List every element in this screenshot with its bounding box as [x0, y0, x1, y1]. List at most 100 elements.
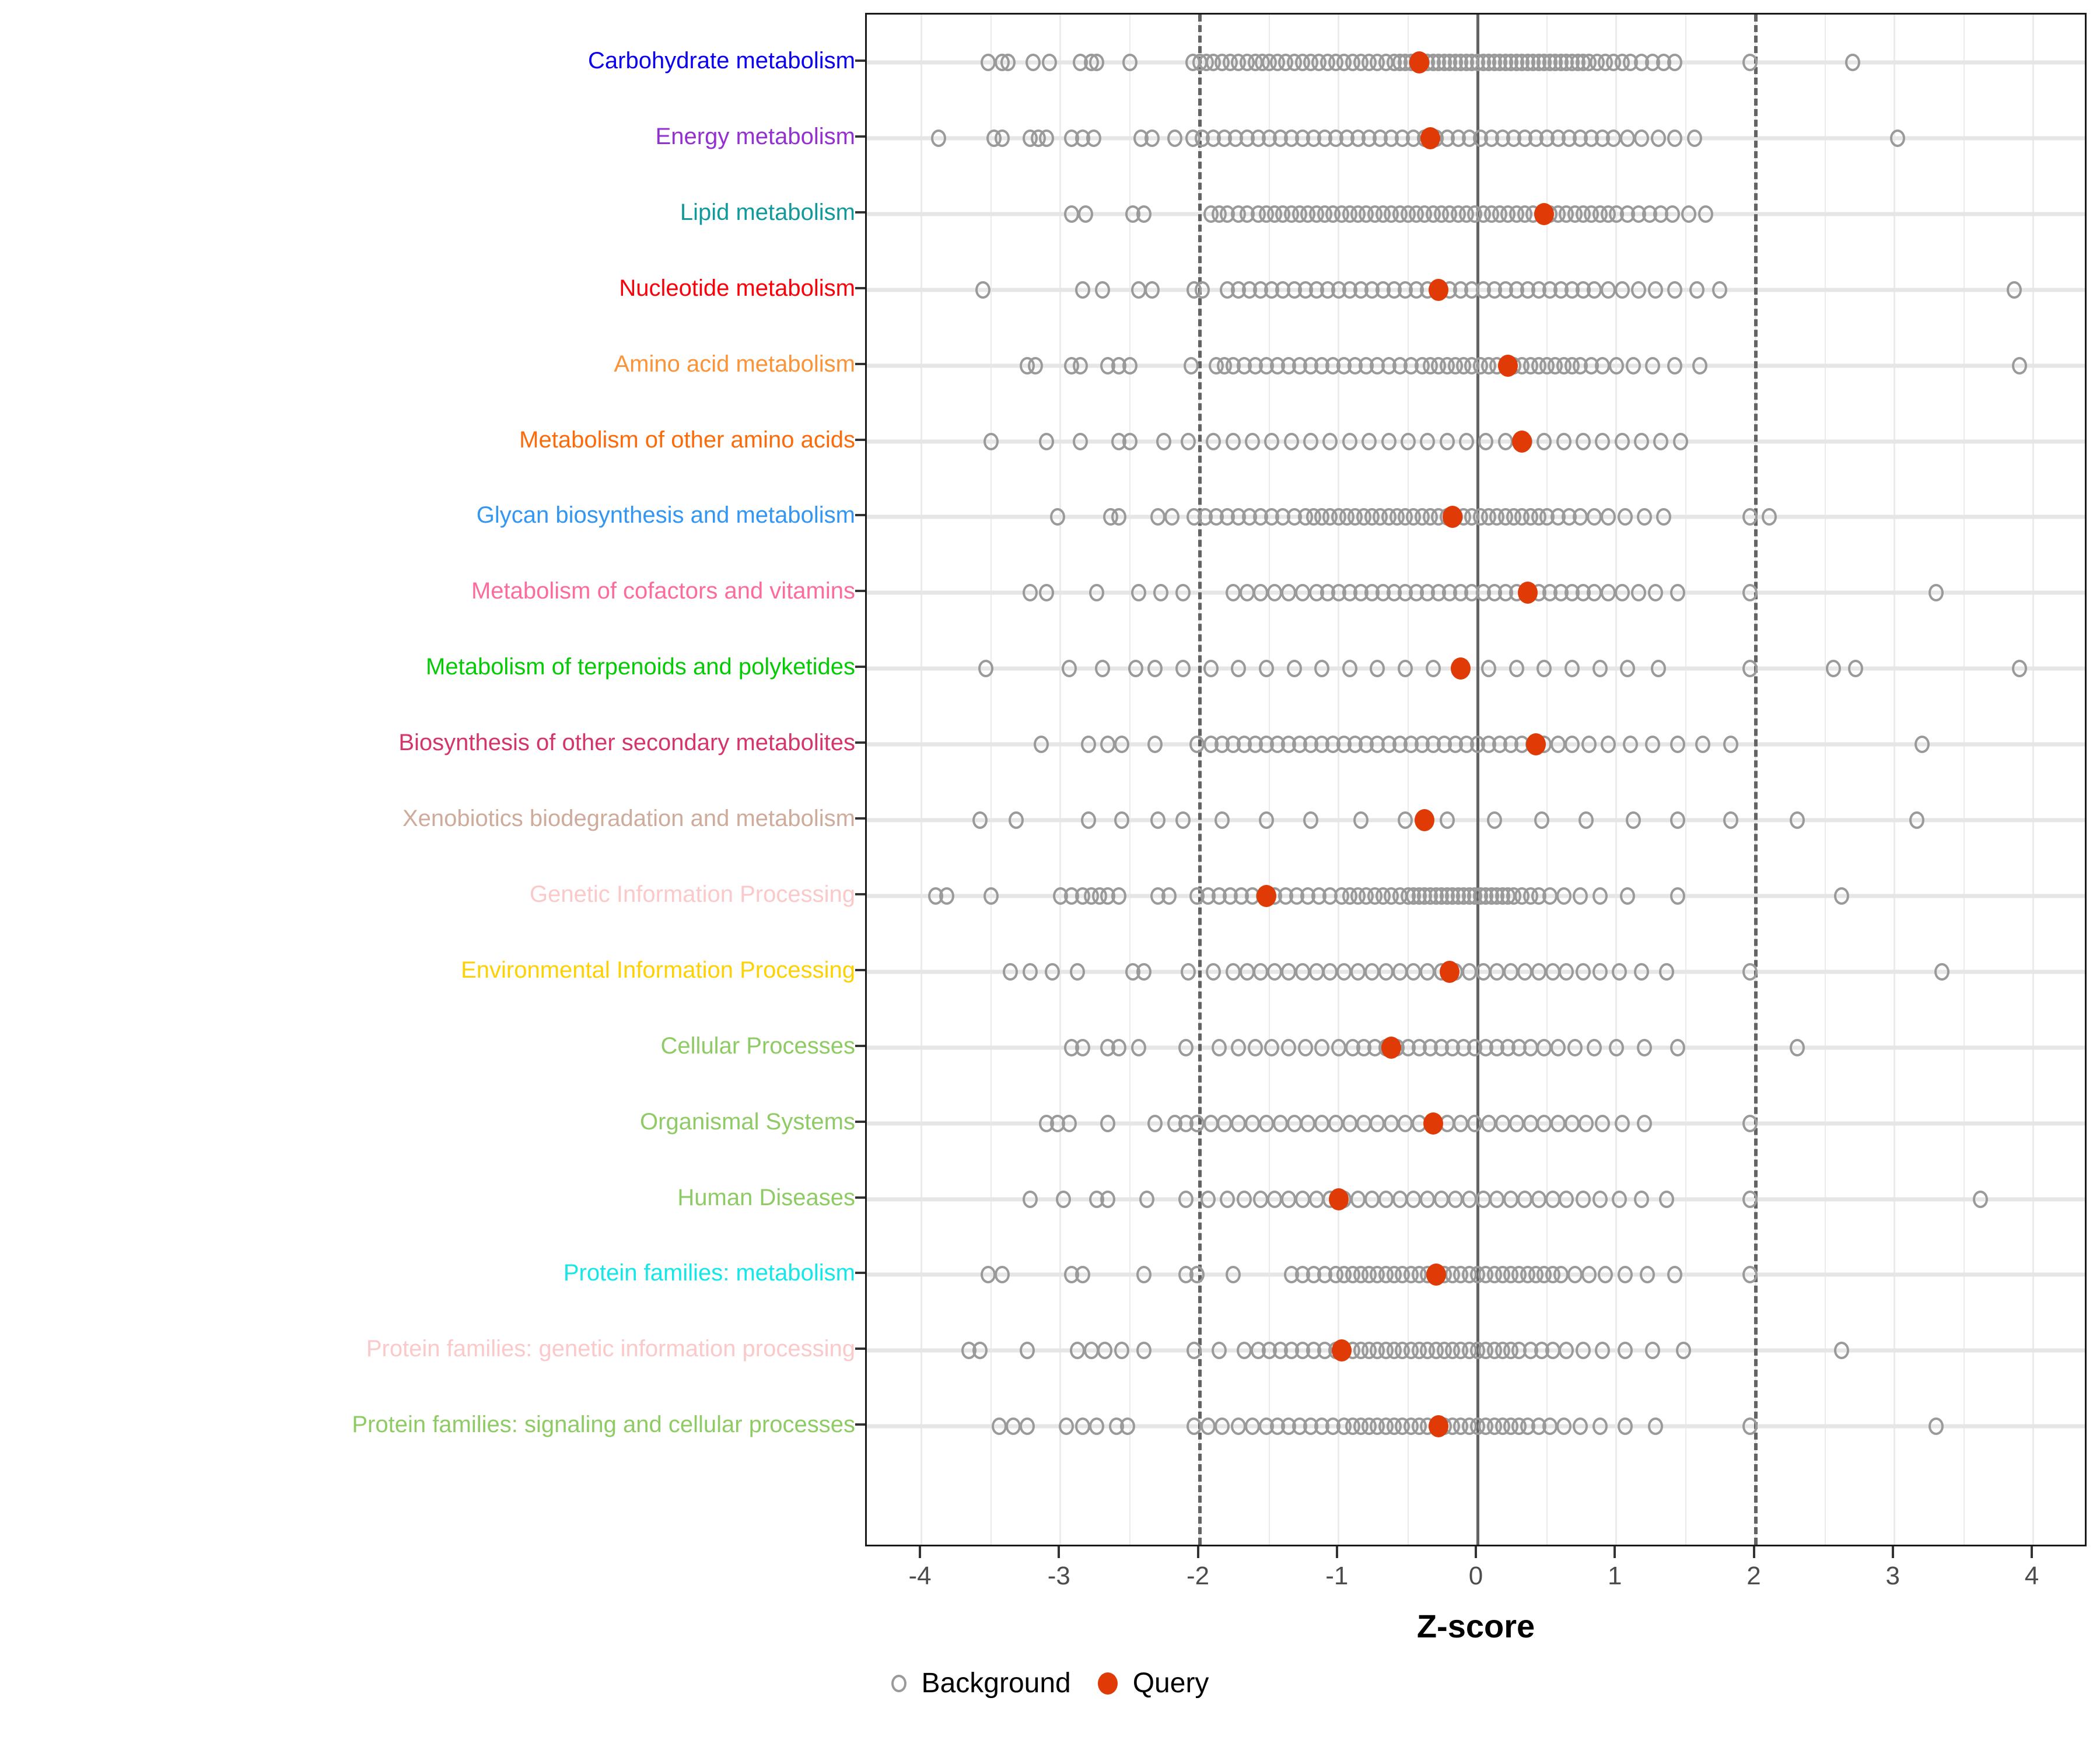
background-point [978, 660, 993, 678]
vertical-gridline [1337, 15, 1339, 1545]
background-point [1175, 660, 1191, 678]
background-point [1556, 432, 1572, 450]
background-point [1667, 281, 1683, 299]
vertical-gridline-minor [1268, 15, 1270, 1545]
background-point [1080, 736, 1096, 754]
legend-label-background: Background [921, 1668, 1071, 1699]
background-point [1181, 963, 1196, 981]
row-baseline [867, 818, 2085, 822]
category-label: Carbohydrate metabolism [588, 48, 855, 74]
background-point [1020, 1418, 1035, 1436]
background-point [1567, 1038, 1583, 1056]
background-point [1189, 736, 1205, 754]
background-point [1556, 1418, 1572, 1436]
background-point [1508, 660, 1524, 678]
x-axis-tick-label: -4 [908, 1562, 932, 1590]
background-point [1280, 584, 1296, 602]
background-point [1362, 432, 1377, 450]
background-point [1834, 887, 1850, 905]
plot-panel [865, 13, 2087, 1546]
background-point [1130, 584, 1146, 602]
background-point [1211, 1038, 1227, 1056]
background-point [1645, 1342, 1661, 1360]
background-point [1614, 432, 1630, 450]
background-point [1600, 736, 1616, 754]
background-point [1536, 432, 1552, 450]
background-point [1267, 1190, 1283, 1208]
background-point [1973, 1190, 1989, 1208]
vertical-gridline-minor [1129, 15, 1131, 1545]
x-axis-tick-label: -1 [1325, 1562, 1349, 1590]
category-axis-labels: Carbohydrate metabolism Energy metabolism… [0, 0, 865, 1552]
background-point [1559, 1342, 1574, 1360]
background-point [1742, 1190, 1758, 1208]
background-point [1022, 1190, 1038, 1208]
background-point [1384, 1114, 1399, 1132]
background-point [1189, 1114, 1205, 1132]
background-point [1667, 1266, 1683, 1284]
background-point [1645, 356, 1661, 374]
background-point [1614, 1114, 1630, 1132]
background-point [1381, 432, 1396, 450]
background-point [1122, 356, 1138, 374]
background-point [1670, 1038, 1686, 1056]
background-point [1647, 584, 1663, 602]
background-point [1447, 1190, 1463, 1208]
background-point [1189, 1266, 1205, 1284]
background-point [1631, 281, 1647, 299]
background-point [1147, 736, 1163, 754]
background-point [1659, 963, 1675, 981]
background-point [1300, 1114, 1316, 1132]
background-point [1178, 1038, 1194, 1056]
background-point [1050, 508, 1066, 526]
category-label: Human Diseases [677, 1184, 855, 1210]
background-point [1656, 508, 1672, 526]
background-point [1264, 432, 1280, 450]
background-point [1609, 1038, 1625, 1056]
background-point [1675, 1342, 1691, 1360]
query-point [1526, 733, 1546, 756]
background-point [1595, 356, 1611, 374]
background-point [1072, 356, 1088, 374]
row-baseline [867, 439, 2085, 443]
background-point [1094, 281, 1110, 299]
background-point [1670, 811, 1686, 829]
background-point [1639, 1266, 1655, 1284]
background-point [1267, 584, 1283, 602]
background-point [1100, 1114, 1116, 1132]
background-point [1742, 1114, 1758, 1132]
background-point [1592, 887, 1608, 905]
background-point [1239, 584, 1255, 602]
background-point [1576, 1342, 1591, 1360]
background-point [1439, 432, 1455, 450]
background-point [1573, 1418, 1588, 1436]
background-point [1592, 963, 1608, 981]
background-point [1486, 811, 1502, 829]
background-point [1467, 1114, 1483, 1132]
background-point [1181, 432, 1196, 450]
background-point [1147, 1114, 1163, 1132]
background-point [1100, 736, 1116, 754]
y-axis-tick [855, 286, 865, 289]
background-point [1264, 1038, 1280, 1056]
background-point [1576, 432, 1591, 450]
query-point [1443, 506, 1463, 528]
background-point [939, 887, 954, 905]
background-point [1350, 963, 1366, 981]
background-point [1322, 432, 1338, 450]
background-point [1612, 1190, 1627, 1208]
background-point [1028, 356, 1044, 374]
background-point [1742, 508, 1758, 526]
background-point [1712, 281, 1727, 299]
query-point [1426, 1264, 1446, 1286]
query-point [1451, 657, 1471, 680]
x-axis-tick [1614, 1546, 1616, 1558]
background-point [1303, 811, 1319, 829]
background-point [1497, 432, 1513, 450]
background-point [1075, 281, 1091, 299]
background-point [1089, 584, 1105, 602]
background-point [1592, 660, 1608, 678]
threshold-reference-line [1754, 15, 1758, 1545]
background-point [1742, 1418, 1758, 1436]
